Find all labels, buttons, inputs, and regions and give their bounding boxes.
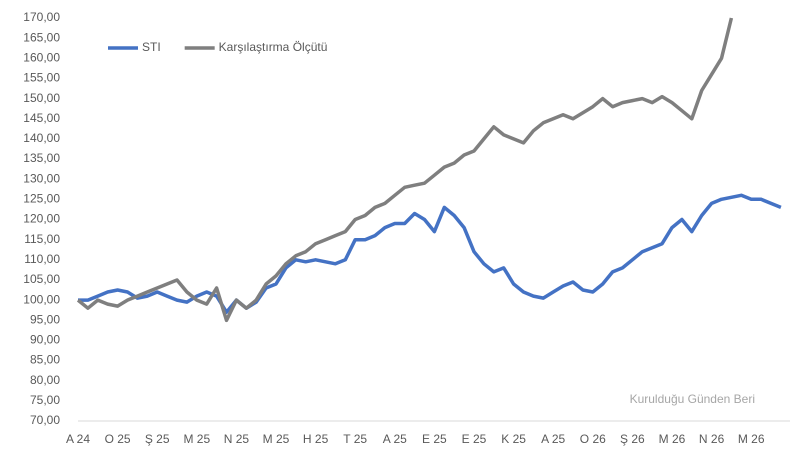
annotation: Kurulduğu Günden Beri [630,392,755,406]
legend-label: Karşılaştırma Ölçütü [219,40,328,54]
x-tick-label: E 25 [422,432,447,446]
y-tick-label: 70,00 [30,413,60,427]
y-tick-label: 165,00 [23,30,60,44]
x-tick-label: H 25 [303,432,329,446]
legend-label: STI [142,40,161,54]
y-tick-label: 135,00 [23,151,60,165]
x-tick-label: N 26 [699,432,725,446]
x-tick-label: Ş 26 [620,432,645,446]
y-tick-label: 75,00 [30,393,60,407]
x-tick-label: K 25 [501,432,526,446]
y-tick-label: 120,00 [23,212,60,226]
y-tick-label: 110,00 [24,252,60,266]
series-line [78,193,782,314]
x-tick-label: T 25 [343,432,367,446]
y-tick-label: 160,00 [23,50,60,64]
y-tick-label: 95,00 [30,312,60,326]
y-tick-label: 150,00 [23,91,60,105]
y-tick-label: 125,00 [23,192,60,206]
y-tick-label: 170,00 [23,10,60,24]
y-tick-label: 155,00 [23,71,60,85]
x-tick-label: E 25 [462,432,487,446]
y-tick-label: 80,00 [30,373,60,387]
x-tick-label: M 25 [183,432,210,446]
series-line [76,17,734,323]
y-tick-label: 90,00 [30,333,60,347]
x-tick-label: Ş 25 [145,432,170,446]
y-tick-label: 130,00 [23,171,60,185]
x-tick-label: O 26 [580,432,606,446]
y-tick-label: 145,00 [23,111,60,125]
y-tick-label: 105,00 [23,272,60,286]
y-tick-label: 100,00 [23,292,60,306]
x-tick-label: M 26 [659,432,686,446]
x-tick-label: M 25 [263,432,290,446]
y-tick-label: 85,00 [30,353,60,367]
x-tick-label: O 25 [105,432,131,446]
x-tick-label: A 25 [383,432,407,446]
y-tick-label: 115,00 [24,232,60,246]
y-tick-label: 140,00 [23,131,60,145]
x-tick-label: A 25 [541,432,565,446]
x-tick-label: M 26 [738,432,765,446]
x-tick-label: N 25 [224,432,250,446]
x-tick-label: A 24 [66,432,90,446]
